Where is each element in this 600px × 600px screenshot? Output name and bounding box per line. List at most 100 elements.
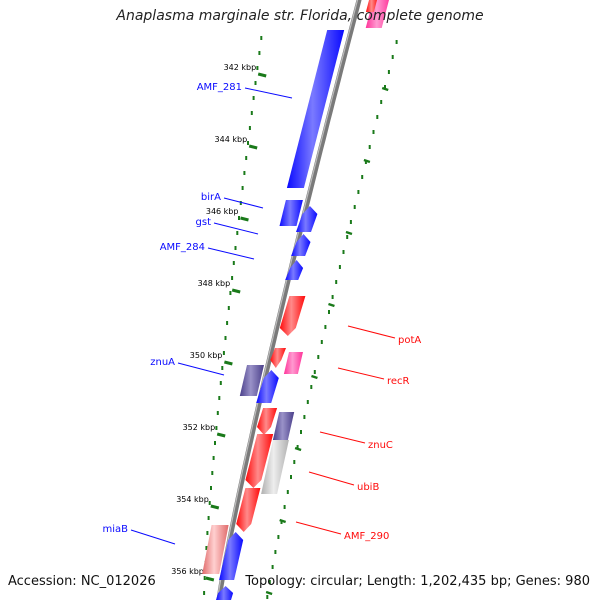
outer-ring-dot	[306, 400, 309, 404]
outer-ring-dot	[384, 85, 386, 89]
gene-leader-line	[213, 222, 259, 235]
outer-ring-dot	[364, 160, 367, 164]
gene-block-ubib-a	[245, 434, 274, 488]
inner-ring-dot	[229, 291, 232, 295]
gene-leader-line	[177, 362, 225, 376]
outer-ring-dot	[296, 445, 299, 449]
outer-ring-dot	[313, 370, 316, 374]
inner-ring-dot	[239, 201, 242, 205]
outer-ring-dot	[349, 220, 352, 224]
inner-ring-dot	[203, 576, 206, 580]
gene-label-r3: ubiB	[357, 482, 379, 493]
inner-ring-dot	[207, 516, 210, 520]
outer-ring-dot	[342, 250, 345, 254]
gene-block-amf-290	[236, 488, 261, 532]
kbp-tick	[231, 288, 241, 294]
gene-block-miab	[202, 525, 229, 574]
genome-backbone	[216, 0, 362, 600]
outer-ring-dot	[376, 115, 379, 119]
inner-ring-dot	[232, 261, 235, 265]
outer-ring-dot	[274, 550, 277, 554]
inner-ring-dot	[245, 156, 248, 160]
outer-ring-dot	[331, 295, 334, 299]
gene-label-2: gst	[196, 217, 212, 228]
kbp-tick-label: 346 kbp	[206, 207, 239, 216]
gene-leader-line	[244, 87, 293, 99]
gene-block-miab-b	[219, 532, 244, 580]
outer-ring-dot	[290, 475, 292, 479]
kbp-tick-label: 356 kbp	[171, 567, 204, 576]
inner-ring-dot	[212, 456, 215, 460]
gene-leader-line	[130, 529, 176, 545]
outer-ring-dot	[317, 355, 320, 359]
gene-label-5: miaB	[102, 524, 128, 535]
gene-block-amf-284-a	[291, 234, 311, 256]
inner-ring-dot	[221, 366, 224, 370]
gene-leader-line	[308, 471, 355, 486]
genome-backbone-highlight	[216, 0, 359, 600]
outer-ring-dot	[387, 70, 390, 74]
outer-ring-dot	[372, 130, 375, 134]
outer-ring-dot	[300, 430, 302, 434]
gene-leader-line	[347, 325, 396, 339]
accession-text: Accession: NC_012026	[8, 574, 156, 589]
kbp-tick	[216, 432, 226, 438]
outer-ring-dot	[283, 505, 286, 509]
outer-tick	[279, 518, 287, 524]
outer-ring-dot	[353, 205, 356, 209]
kbp-tick-label: 350 kbp	[190, 351, 223, 360]
outer-ring-dot	[346, 235, 349, 239]
outer-ring-dot	[395, 40, 398, 44]
outer-ring-dot	[380, 100, 383, 104]
inner-ring-dot	[254, 81, 257, 85]
outer-tick	[328, 302, 335, 308]
inner-ring-dot	[222, 351, 225, 355]
gene-block-pota	[279, 296, 306, 336]
outer-ring-dot	[266, 595, 269, 599]
inner-ring-dot	[231, 276, 234, 280]
inner-ring-dot	[252, 96, 255, 100]
inner-ring-dot	[215, 426, 218, 430]
gene-block-amf-281	[286, 30, 345, 188]
gene-leader-line	[295, 521, 342, 535]
inner-ring-dot	[256, 66, 259, 70]
gene-leader-line	[319, 431, 366, 444]
gene-block-znuc-a	[257, 408, 278, 435]
outer-ring-dot	[320, 340, 323, 344]
inner-ring-dot	[258, 51, 261, 55]
outer-ring-dot	[368, 145, 371, 149]
inner-ring-dot	[219, 381, 222, 385]
inner-ring-dot	[208, 501, 211, 505]
gene-label-3: AMF_284	[160, 242, 205, 253]
inner-ring-dot	[210, 486, 212, 490]
inner-ring-dot	[216, 411, 219, 415]
kbp-tick	[240, 216, 249, 222]
gene-label-0: AMF_281	[197, 82, 242, 93]
kbp-tick	[257, 72, 267, 78]
gene-block-znuc	[272, 412, 295, 440]
outer-tick	[363, 158, 371, 164]
gene-block-top-red	[365, 0, 378, 12]
gene-label-r4: AMF_290	[344, 531, 389, 542]
gene-block-bira	[279, 200, 303, 226]
gene-label-r1: recR	[387, 376, 410, 387]
inner-ring-dot	[248, 126, 251, 130]
kbp-tick-label: 348 kbp	[198, 279, 231, 288]
gene-leader-line	[337, 367, 385, 380]
kbp-tick	[248, 144, 258, 150]
inner-ring-dot	[226, 321, 229, 325]
gene-block-recr-a	[270, 348, 286, 368]
gene-leader-line	[207, 247, 255, 260]
outer-tick	[345, 230, 353, 236]
kbp-tick-label: 352 kbp	[183, 423, 216, 432]
inner-ring-dot	[206, 531, 209, 535]
outer-ring-dot	[293, 460, 296, 464]
inner-ring-dot	[218, 396, 221, 400]
outer-ring-dot	[361, 175, 364, 179]
gene-block-recr	[283, 352, 303, 374]
inner-ring-dot	[211, 471, 214, 475]
gene-label-1: birA	[201, 192, 221, 203]
outer-ring-dot	[391, 55, 394, 59]
outer-ring-dot	[286, 490, 289, 494]
